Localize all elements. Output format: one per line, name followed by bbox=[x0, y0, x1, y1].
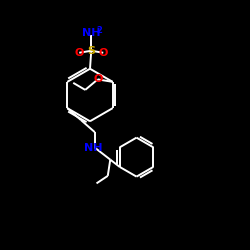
Text: O: O bbox=[93, 74, 102, 85]
Text: NH: NH bbox=[84, 142, 103, 152]
Text: NH: NH bbox=[82, 28, 100, 38]
Text: S: S bbox=[87, 46, 95, 56]
Text: 2: 2 bbox=[96, 26, 102, 35]
Text: O: O bbox=[74, 48, 84, 58]
Text: O: O bbox=[98, 48, 108, 58]
